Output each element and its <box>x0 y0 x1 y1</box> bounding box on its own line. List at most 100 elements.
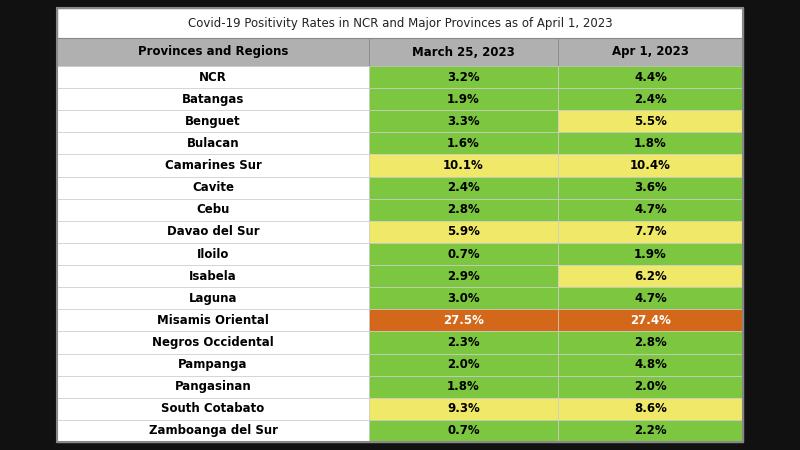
FancyBboxPatch shape <box>57 132 369 154</box>
FancyBboxPatch shape <box>57 243 369 265</box>
Text: Pampanga: Pampanga <box>178 358 248 371</box>
FancyBboxPatch shape <box>369 110 558 132</box>
Text: 3.2%: 3.2% <box>447 71 480 84</box>
FancyBboxPatch shape <box>369 265 558 287</box>
Text: March 25, 2023: March 25, 2023 <box>412 45 515 58</box>
Text: 10.4%: 10.4% <box>630 159 671 172</box>
FancyBboxPatch shape <box>558 132 743 154</box>
Text: 1.9%: 1.9% <box>634 248 666 261</box>
Text: 3.3%: 3.3% <box>447 115 480 128</box>
FancyBboxPatch shape <box>57 176 369 199</box>
FancyBboxPatch shape <box>558 265 743 287</box>
FancyBboxPatch shape <box>57 420 369 442</box>
Text: 4.4%: 4.4% <box>634 71 667 84</box>
FancyBboxPatch shape <box>369 176 558 199</box>
FancyBboxPatch shape <box>369 354 558 376</box>
FancyBboxPatch shape <box>369 331 558 354</box>
FancyBboxPatch shape <box>558 199 743 221</box>
FancyBboxPatch shape <box>369 154 558 176</box>
FancyBboxPatch shape <box>57 287 369 309</box>
Text: Cebu: Cebu <box>196 203 230 216</box>
Text: Laguna: Laguna <box>189 292 238 305</box>
Text: Iloilo: Iloilo <box>197 248 230 261</box>
Text: Apr 1, 2023: Apr 1, 2023 <box>612 45 689 58</box>
FancyBboxPatch shape <box>369 309 558 331</box>
FancyBboxPatch shape <box>57 110 369 132</box>
FancyBboxPatch shape <box>369 221 558 243</box>
FancyBboxPatch shape <box>57 8 743 442</box>
Text: 27.5%: 27.5% <box>443 314 484 327</box>
Text: 3.6%: 3.6% <box>634 181 666 194</box>
Text: Bulacan: Bulacan <box>186 137 239 150</box>
FancyBboxPatch shape <box>558 376 743 398</box>
Text: 4.8%: 4.8% <box>634 358 667 371</box>
Text: 0.7%: 0.7% <box>447 424 480 437</box>
Text: 2.8%: 2.8% <box>634 336 666 349</box>
FancyBboxPatch shape <box>57 376 369 398</box>
Text: 2.9%: 2.9% <box>447 270 480 283</box>
FancyBboxPatch shape <box>57 354 369 376</box>
FancyBboxPatch shape <box>57 88 369 110</box>
Text: 1.6%: 1.6% <box>447 137 480 150</box>
FancyBboxPatch shape <box>57 265 369 287</box>
FancyBboxPatch shape <box>558 398 743 420</box>
Text: 1.8%: 1.8% <box>447 380 480 393</box>
Text: 1.8%: 1.8% <box>634 137 666 150</box>
FancyBboxPatch shape <box>369 88 558 110</box>
Text: Benguet: Benguet <box>186 115 241 128</box>
Text: 2.3%: 2.3% <box>447 336 480 349</box>
FancyBboxPatch shape <box>369 132 558 154</box>
FancyBboxPatch shape <box>57 331 369 354</box>
FancyBboxPatch shape <box>57 398 369 420</box>
FancyBboxPatch shape <box>57 221 369 243</box>
Text: 8.6%: 8.6% <box>634 402 667 415</box>
Text: Davao del Sur: Davao del Sur <box>166 225 259 238</box>
Text: NCR: NCR <box>199 71 227 84</box>
Text: 2.0%: 2.0% <box>634 380 666 393</box>
Text: 10.1%: 10.1% <box>443 159 484 172</box>
Text: 5.5%: 5.5% <box>634 115 667 128</box>
FancyBboxPatch shape <box>369 66 558 88</box>
Text: 5.9%: 5.9% <box>447 225 480 238</box>
FancyBboxPatch shape <box>57 38 369 66</box>
Text: Pangasinan: Pangasinan <box>174 380 251 393</box>
FancyBboxPatch shape <box>369 287 558 309</box>
Text: Misamis Oriental: Misamis Oriental <box>157 314 269 327</box>
Text: Negros Occidental: Negros Occidental <box>152 336 274 349</box>
Text: Isabela: Isabela <box>189 270 237 283</box>
Text: Batangas: Batangas <box>182 93 244 106</box>
Text: Camarines Sur: Camarines Sur <box>165 159 262 172</box>
FancyBboxPatch shape <box>369 420 558 442</box>
FancyBboxPatch shape <box>369 199 558 221</box>
FancyBboxPatch shape <box>558 243 743 265</box>
Text: 1.9%: 1.9% <box>447 93 480 106</box>
FancyBboxPatch shape <box>369 398 558 420</box>
FancyBboxPatch shape <box>369 376 558 398</box>
Text: South Cotabato: South Cotabato <box>162 402 265 415</box>
FancyBboxPatch shape <box>369 38 558 66</box>
Text: 2.0%: 2.0% <box>447 358 480 371</box>
FancyBboxPatch shape <box>57 154 369 176</box>
Text: 4.7%: 4.7% <box>634 292 666 305</box>
Text: 2.4%: 2.4% <box>447 181 480 194</box>
Text: 2.2%: 2.2% <box>634 424 666 437</box>
Text: Covid-19 Positivity Rates in NCR and Major Provinces as of April 1, 2023: Covid-19 Positivity Rates in NCR and Maj… <box>188 17 612 30</box>
FancyBboxPatch shape <box>558 176 743 199</box>
FancyBboxPatch shape <box>558 331 743 354</box>
FancyBboxPatch shape <box>558 354 743 376</box>
FancyBboxPatch shape <box>558 221 743 243</box>
FancyBboxPatch shape <box>558 287 743 309</box>
FancyBboxPatch shape <box>558 88 743 110</box>
Text: Cavite: Cavite <box>192 181 234 194</box>
Text: 2.4%: 2.4% <box>634 93 666 106</box>
FancyBboxPatch shape <box>369 243 558 265</box>
FancyBboxPatch shape <box>558 38 743 66</box>
FancyBboxPatch shape <box>57 309 369 331</box>
Text: 27.4%: 27.4% <box>630 314 671 327</box>
Text: Provinces and Regions: Provinces and Regions <box>138 45 288 58</box>
FancyBboxPatch shape <box>57 66 369 88</box>
Text: 0.7%: 0.7% <box>447 248 480 261</box>
Text: 6.2%: 6.2% <box>634 270 666 283</box>
FancyBboxPatch shape <box>558 309 743 331</box>
FancyBboxPatch shape <box>558 420 743 442</box>
